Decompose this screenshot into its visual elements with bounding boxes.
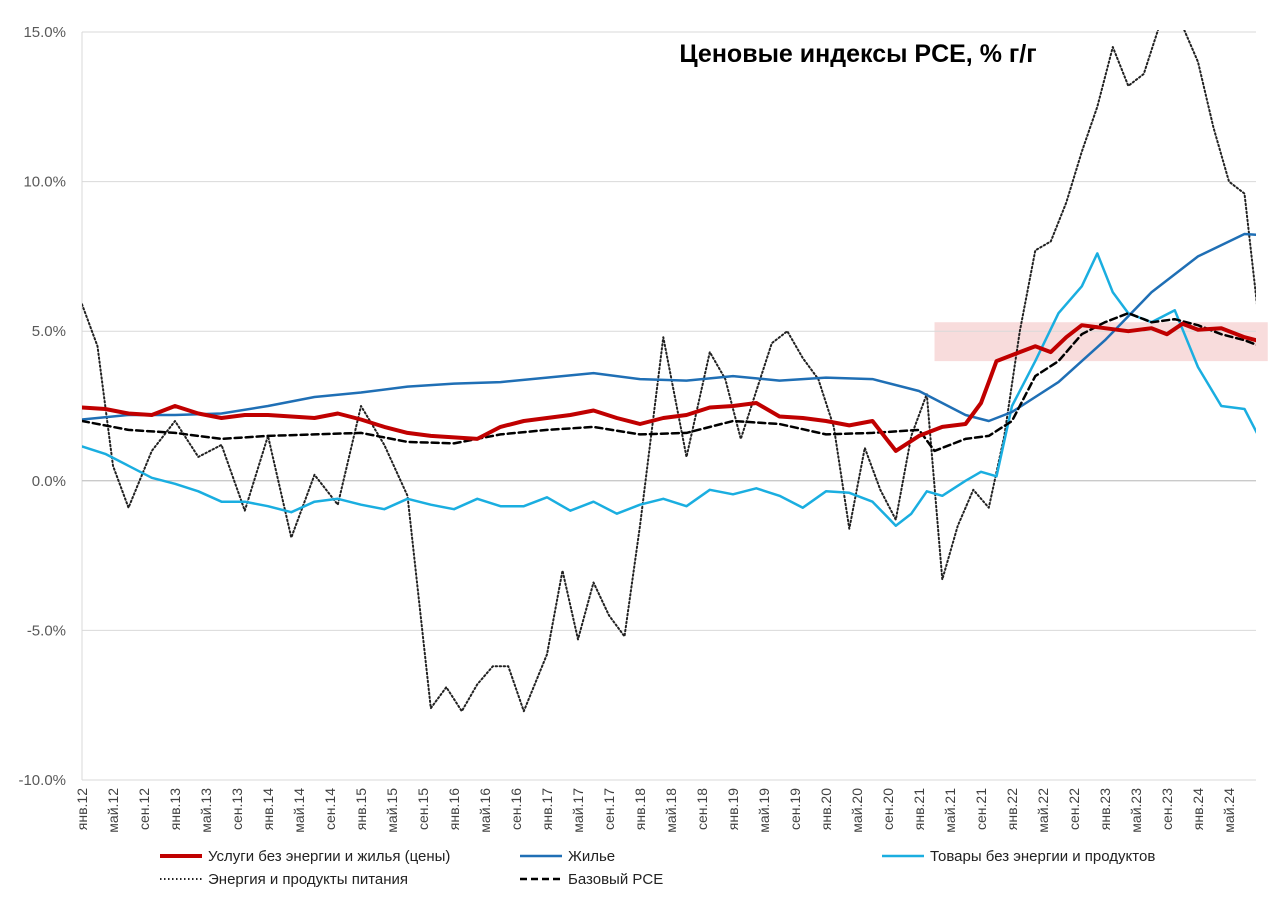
series-line-2 bbox=[82, 232, 1256, 423]
x-tick-label: сен.21 bbox=[973, 788, 989, 830]
x-tick-label: сен.17 bbox=[601, 788, 617, 830]
legend-label-2: Жилье bbox=[568, 848, 615, 865]
x-tick-label: янв.23 bbox=[1097, 788, 1113, 830]
x-tick-label: янв.15 bbox=[353, 788, 369, 830]
legend-label-3: Товары без энергии и продуктов bbox=[930, 848, 1155, 865]
x-tick-label: сен.18 bbox=[694, 788, 710, 830]
x-tick-label: май.12 bbox=[105, 788, 121, 833]
x-tick-label: янв.20 bbox=[818, 788, 834, 830]
series-line-5 bbox=[82, 311, 1256, 453]
y-tick-label: 5.0% bbox=[32, 323, 66, 340]
x-tick-label: янв.22 bbox=[1004, 788, 1020, 830]
x-tick-label: сен.20 bbox=[880, 788, 896, 830]
x-tick-label: сен.22 bbox=[1066, 788, 1082, 830]
x-tick-label: май.16 bbox=[477, 788, 493, 833]
x-tick-label: янв.24 bbox=[1190, 788, 1206, 830]
x-tick-label: сен.16 bbox=[508, 788, 524, 830]
x-tick-label: янв.16 bbox=[446, 788, 462, 830]
x-tick-label: янв.17 bbox=[539, 788, 555, 830]
y-tick-label: -10.0% bbox=[18, 772, 66, 789]
x-tick-label: май.17 bbox=[570, 788, 586, 833]
legend: Услуги без энергии и жилья (цены) Жилье То… bbox=[160, 848, 1155, 888]
legend-label-1: Услуги без энергии и жилья (цены) bbox=[208, 848, 450, 865]
y-tick-label: -5.0% bbox=[27, 622, 66, 639]
x-tick-label: сен.19 bbox=[787, 788, 803, 830]
grid-layer bbox=[81, 31, 1256, 781]
x-tick-label: май.13 bbox=[198, 788, 214, 833]
x-tick-label: сен.13 bbox=[229, 788, 245, 830]
x-tick-label: май.19 bbox=[756, 788, 772, 833]
x-tick-label: сен.23 bbox=[1159, 788, 1175, 830]
x-tick-label: янв.21 bbox=[911, 788, 927, 830]
y-tick-label: 15.0% bbox=[23, 24, 66, 41]
series-line-3 bbox=[82, 252, 1256, 527]
series-layer bbox=[82, 30, 1256, 713]
x-tick-label: май.21 bbox=[942, 788, 958, 833]
x-tick-label: май.14 bbox=[291, 788, 307, 833]
x-tick-label: май.18 bbox=[663, 788, 679, 833]
y-tick-label: 10.0% bbox=[23, 174, 66, 191]
x-tick-label: янв.12 bbox=[74, 788, 90, 830]
x-tick-label: янв.18 bbox=[632, 788, 648, 830]
legend-label-4: Энергия и продукты питания bbox=[208, 871, 408, 888]
x-tick-label: май.22 bbox=[1035, 788, 1051, 833]
x-tick-label: янв.14 bbox=[260, 788, 276, 830]
x-tick-label: янв.13 bbox=[167, 788, 183, 830]
chart-title: Ценовые индексы PCE, % г/г bbox=[679, 40, 1036, 68]
x-tick-label: май.20 bbox=[849, 788, 865, 833]
x-tick-label: май.15 bbox=[384, 788, 400, 833]
x-tick-label: сен.15 bbox=[415, 788, 431, 830]
x-tick-label: май.23 bbox=[1128, 788, 1144, 833]
series-line-4 bbox=[82, 30, 1256, 713]
x-tick-label: янв.19 bbox=[725, 788, 741, 830]
y-axis: 15.0% 10.0% 5.0% 0.0% -5.0% -10.0% bbox=[18, 24, 66, 789]
legend-label-5: Базовый PCE bbox=[568, 871, 663, 888]
x-tick-label: сен.12 bbox=[136, 788, 152, 830]
series-line-1 bbox=[82, 321, 1256, 453]
x-tick-label: май.24 bbox=[1221, 788, 1237, 833]
y-tick-label: 0.0% bbox=[32, 473, 66, 490]
x-axis: янв.12 май.12 сен.12 янв.13 май.13 сен.13 янв.… bbox=[74, 788, 1237, 833]
x-tick-label: сен.14 bbox=[322, 788, 338, 830]
